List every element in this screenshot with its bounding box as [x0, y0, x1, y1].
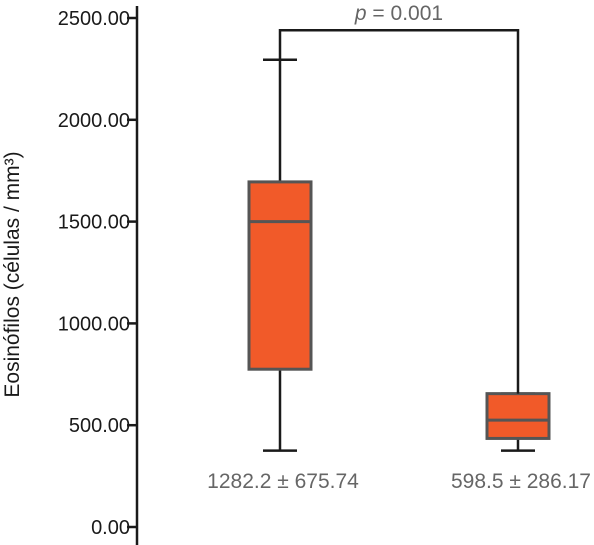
y-tick-label: 2000.00 [58, 110, 130, 132]
p-value-text: = 0.001 [367, 2, 443, 25]
group-annotation: 598.5 ± 286.17 [451, 470, 591, 493]
annotations: 1282.2 ± 675.74 598.5 ± 286.17 [207, 470, 591, 493]
group-annotation: 1282.2 ± 675.74 [207, 470, 359, 493]
box-iqr [247, 180, 313, 371]
p-value-label: p = 0.001 [354, 2, 443, 25]
box-2 [485, 392, 551, 452]
y-tick-label: 2500.00 [58, 8, 130, 30]
significance-bracket: p = 0.001 [278, 2, 520, 394]
y-axis: 0.00 500.00 1000.00 1500.00 2000.00 2500.00 Eo… [1, 6, 139, 545]
y-tick-label: 500.00 [69, 415, 130, 437]
y-tick-label: 1500.00 [58, 212, 130, 234]
y-axis-title: Eosinófilos (células / mm³) [1, 151, 24, 397]
p-symbol: p [354, 2, 367, 25]
y-tick-label: 0.00 [91, 517, 130, 539]
significance-line [278, 28, 520, 394]
box-iqr [485, 392, 551, 440]
boxes [247, 58, 551, 452]
y-tick-label: 1000.00 [58, 313, 130, 335]
box-1 [247, 58, 313, 452]
